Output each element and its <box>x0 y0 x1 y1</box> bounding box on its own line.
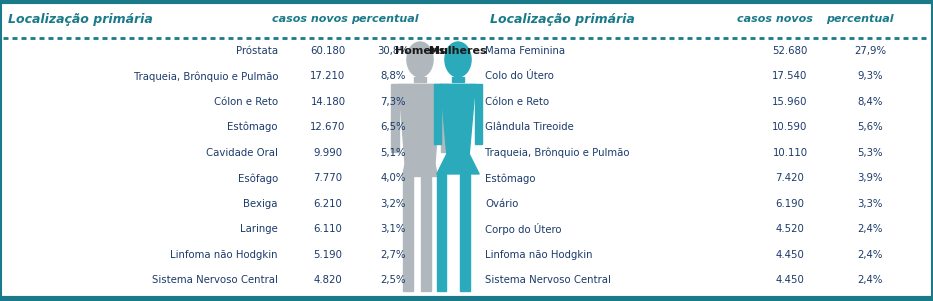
Text: 27,9%: 27,9% <box>854 46 886 56</box>
Bar <box>476 84 482 144</box>
Text: 3,2%: 3,2% <box>381 199 406 209</box>
Text: 6.190: 6.190 <box>775 199 804 209</box>
Text: 2,7%: 2,7% <box>381 250 406 260</box>
Text: 4.520: 4.520 <box>775 224 804 234</box>
Text: Cólon e Reto: Cólon e Reto <box>485 97 550 107</box>
Text: 10.590: 10.590 <box>773 122 808 132</box>
Text: 7.770: 7.770 <box>313 173 342 183</box>
Bar <box>434 84 440 144</box>
Bar <box>437 174 446 291</box>
Text: 6.210: 6.210 <box>313 199 342 209</box>
Text: Glândula Tireoide: Glândula Tireoide <box>485 122 574 132</box>
Text: 5,1%: 5,1% <box>381 148 406 158</box>
Text: 2,4%: 2,4% <box>857 250 883 260</box>
Text: Cólon e Reto: Cólon e Reto <box>214 97 278 107</box>
Bar <box>452 77 465 82</box>
Text: 3,1%: 3,1% <box>381 224 406 234</box>
Text: 7,3%: 7,3% <box>381 97 406 107</box>
Text: 2,5%: 2,5% <box>381 275 406 285</box>
Text: Estômago: Estômago <box>485 173 536 184</box>
Bar <box>441 84 449 152</box>
Text: 10.110: 10.110 <box>773 148 808 158</box>
Text: Próstata: Próstata <box>236 46 278 56</box>
Text: 60.180: 60.180 <box>311 46 345 56</box>
Text: Mulheres: Mulheres <box>429 46 487 56</box>
Text: 3,3%: 3,3% <box>857 199 883 209</box>
Polygon shape <box>398 84 441 164</box>
Text: Estômago: Estômago <box>228 122 278 132</box>
Text: Colo do Útero: Colo do Útero <box>485 71 554 81</box>
Text: Localização primária: Localização primária <box>8 13 153 26</box>
Text: Traqueia, Brônquio e Pulmão: Traqueia, Brônquio e Pulmão <box>133 71 278 82</box>
Text: casos novos: casos novos <box>272 14 348 24</box>
Text: 3,9%: 3,9% <box>857 173 883 183</box>
Ellipse shape <box>445 42 471 77</box>
Text: Cavidade Oral: Cavidade Oral <box>206 148 278 158</box>
Text: percentual: percentual <box>351 14 419 24</box>
Text: 6.110: 6.110 <box>313 224 342 234</box>
Text: Sistema Nervoso Central: Sistema Nervoso Central <box>152 275 278 285</box>
Bar <box>421 176 431 291</box>
Text: 8,4%: 8,4% <box>857 97 883 107</box>
Text: Traqueia, Brônquio e Pulmão: Traqueia, Brônquio e Pulmão <box>485 147 630 158</box>
Text: 4.820: 4.820 <box>313 275 342 285</box>
Text: 15.960: 15.960 <box>773 97 808 107</box>
Text: 4.450: 4.450 <box>775 275 804 285</box>
Text: Laringe: Laringe <box>241 224 278 234</box>
Text: Mama Feminina: Mama Feminina <box>485 46 565 56</box>
Text: 2,4%: 2,4% <box>857 275 883 285</box>
Ellipse shape <box>407 42 433 77</box>
Text: Esôfago: Esôfago <box>238 173 278 184</box>
Text: 4.450: 4.450 <box>775 250 804 260</box>
Text: Homens: Homens <box>395 46 445 56</box>
Polygon shape <box>437 154 480 174</box>
Text: Ovário: Ovário <box>485 199 519 209</box>
Text: 4,0%: 4,0% <box>381 173 406 183</box>
Text: Corpo do Útero: Corpo do Útero <box>485 223 562 235</box>
Polygon shape <box>440 84 476 154</box>
Text: 17.210: 17.210 <box>311 71 345 81</box>
Text: 5.190: 5.190 <box>313 250 342 260</box>
Text: Linfoma não Hodgkin: Linfoma não Hodgkin <box>171 250 278 260</box>
Text: casos novos: casos novos <box>737 14 813 24</box>
Bar <box>402 176 412 291</box>
Text: Localização primária: Localização primária <box>490 13 634 26</box>
Text: Bexiga: Bexiga <box>244 199 278 209</box>
Polygon shape <box>402 164 438 176</box>
Text: 7.420: 7.420 <box>775 173 804 183</box>
Text: 5,6%: 5,6% <box>857 122 883 132</box>
Text: 2,4%: 2,4% <box>857 224 883 234</box>
Text: 5,3%: 5,3% <box>857 148 883 158</box>
Bar <box>413 77 426 82</box>
Text: 52.680: 52.680 <box>773 46 808 56</box>
Text: 14.180: 14.180 <box>311 97 345 107</box>
Bar <box>460 174 469 291</box>
Text: 30,8%: 30,8% <box>377 46 409 56</box>
Text: 17.540: 17.540 <box>773 71 808 81</box>
Text: Sistema Nervoso Central: Sistema Nervoso Central <box>485 275 611 285</box>
Text: 9,3%: 9,3% <box>857 71 883 81</box>
Text: percentual: percentual <box>827 14 894 24</box>
Text: 9.990: 9.990 <box>313 148 342 158</box>
Bar <box>391 84 398 152</box>
Text: 8,8%: 8,8% <box>381 71 406 81</box>
Text: 12.670: 12.670 <box>311 122 346 132</box>
Text: 6,5%: 6,5% <box>380 122 406 132</box>
Text: Linfoma não Hodgkin: Linfoma não Hodgkin <box>485 250 592 260</box>
